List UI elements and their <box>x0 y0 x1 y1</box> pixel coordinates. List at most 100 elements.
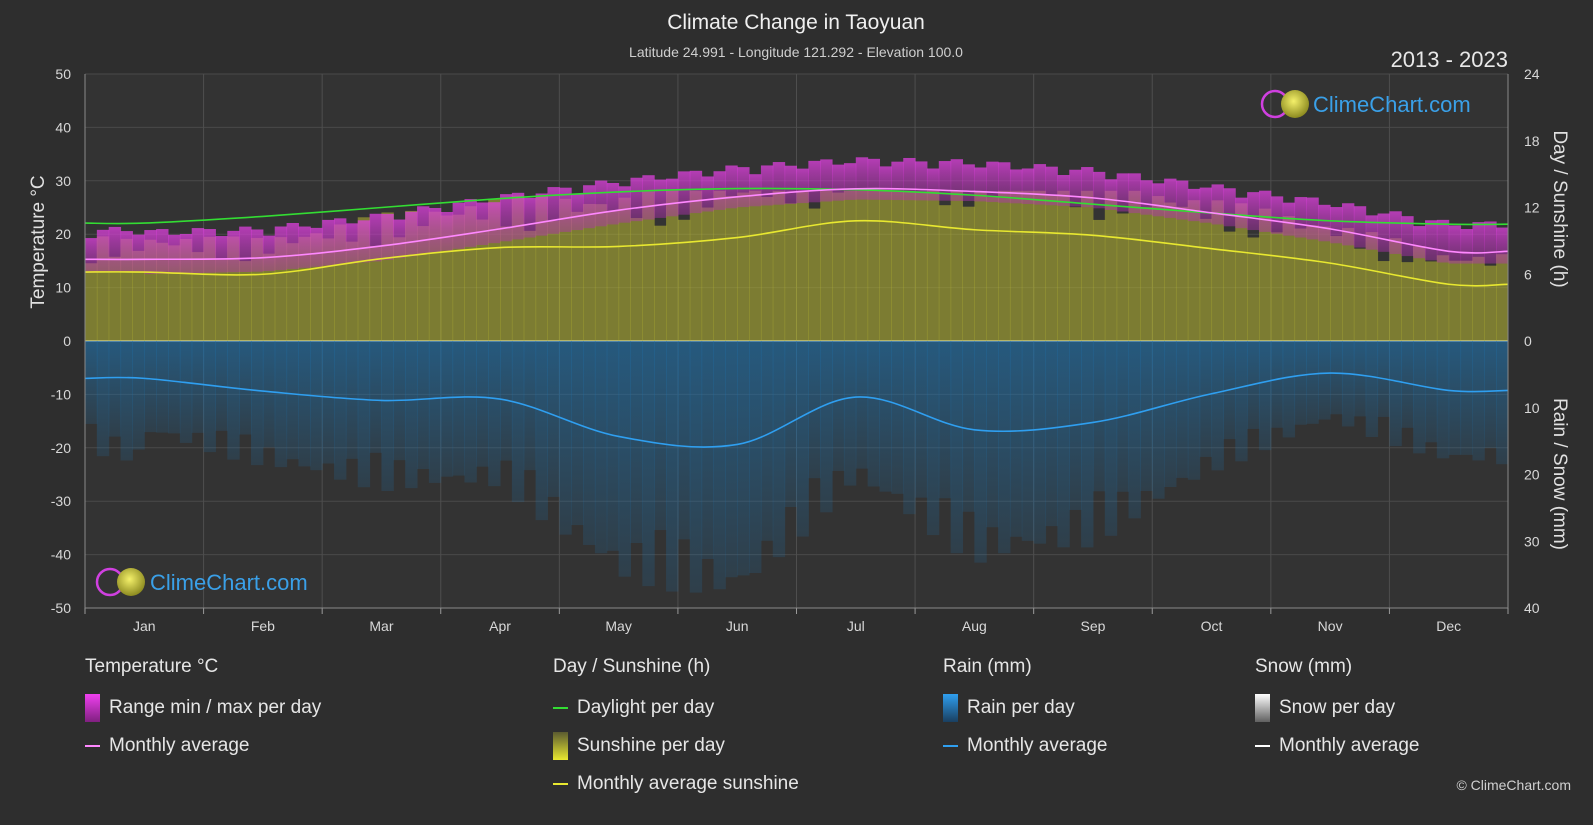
temp-range-bar <box>322 219 335 266</box>
sunshine-bar <box>654 225 667 341</box>
legend-group-temperature: Temperature °C Range min / max per day M… <box>85 655 321 765</box>
left-tick-label: -10 <box>51 386 71 402</box>
temp-range-bar <box>215 236 228 273</box>
sunshine-bar <box>867 190 881 341</box>
rain-bar <box>1330 341 1343 415</box>
rain-bar <box>1472 341 1485 461</box>
right-top-tick-label: 6 <box>1524 266 1532 282</box>
rain-bar <box>1436 341 1450 459</box>
rain-bar <box>1164 341 1177 487</box>
temp-range-bar <box>547 187 560 234</box>
temp-range-bar <box>1341 203 1355 246</box>
legend-label: Monthly average sunshine <box>577 773 799 794</box>
sunshine-bar <box>132 250 145 341</box>
temp-range-bar <box>1496 227 1509 264</box>
sunshine-bar <box>85 263 98 341</box>
copyright: © ClimeChart.com <box>1456 777 1571 793</box>
right-bottom-tick-label: 40 <box>1524 600 1540 616</box>
sunshine-bar <box>393 237 406 341</box>
temp-range-bar <box>1033 164 1047 205</box>
temp-range-bar <box>1460 229 1473 264</box>
sunshine-bar <box>938 205 952 341</box>
sunshine-bar <box>1448 260 1462 341</box>
sunshine-bar <box>1069 207 1082 341</box>
rain-bar <box>144 341 157 433</box>
rain-bar <box>606 341 620 551</box>
sunshine-bar <box>915 191 928 341</box>
sunshine-bar <box>1009 190 1023 341</box>
sunshine-bar <box>926 190 940 341</box>
rain-bar <box>1235 341 1248 462</box>
temp-range-bar <box>1413 226 1426 259</box>
sunshine-bar <box>1353 248 1367 341</box>
climate-chart: Climate Change in Taoyuan Latitude 24.99… <box>28 11 1570 634</box>
sunshine-bar <box>1187 200 1201 341</box>
temp-range-bar <box>583 185 596 229</box>
sunshine-bar <box>1152 196 1165 341</box>
temp-range-bar <box>369 213 382 262</box>
temp-range-bar <box>1472 222 1485 264</box>
temp-range-bar <box>535 193 548 236</box>
rain-bar <box>1353 341 1367 417</box>
temp-range-bar <box>203 229 216 273</box>
rain-bar <box>1187 341 1201 480</box>
series-lines <box>84 187 1509 448</box>
temp-range-bar <box>1223 188 1236 227</box>
temp-range-bar <box>488 202 501 244</box>
rain-bar <box>915 341 928 498</box>
temp-range-bar <box>749 174 762 207</box>
sunshine-bar <box>1211 200 1224 341</box>
temp-range-bar <box>262 235 276 272</box>
temp-range-bar <box>357 220 371 263</box>
sunshine-bar <box>1484 265 1497 341</box>
month-label: Mar <box>369 618 393 634</box>
legend-item: Monthly average <box>85 727 321 765</box>
temp-range-bar <box>1294 197 1307 238</box>
temp-range-bar <box>85 238 98 273</box>
rain-bar <box>1199 341 1213 457</box>
legend-item: Monthly average <box>943 727 1107 765</box>
rain-swatch-icon <box>943 694 958 722</box>
left-tick-label: 10 <box>55 280 71 296</box>
sunshine-bar <box>903 190 916 341</box>
sunshine-bar <box>725 196 738 341</box>
legend-item: Range min / max per day <box>85 689 321 727</box>
rain-bar <box>322 341 335 464</box>
right-axis-top-title: Day / Sunshine (h) <box>1549 130 1570 287</box>
sunshine-bar <box>1330 236 1343 341</box>
temp-range-bar <box>832 164 845 201</box>
legend-item: Snow per day <box>1255 689 1419 727</box>
temp-range-bar <box>689 170 703 214</box>
rain-bar <box>1424 341 1438 443</box>
temp-range-bar <box>1164 178 1177 218</box>
sunshine-bar <box>1104 190 1118 341</box>
rain-bar <box>381 341 394 491</box>
rain-bar <box>855 341 869 469</box>
rain-bar <box>1496 341 1509 465</box>
month-label: Aug <box>962 618 987 634</box>
rain-bar <box>926 341 940 536</box>
rain-bar <box>1045 341 1058 527</box>
temp-range-bar <box>1187 188 1201 222</box>
temp-range-bar <box>796 168 809 204</box>
temp-range-bar <box>618 186 631 223</box>
sunshine-bar <box>701 207 714 341</box>
sunshine-bar <box>1472 256 1485 341</box>
sunshine-bar <box>1045 195 1058 341</box>
rain-bar <box>1021 341 1035 541</box>
sunshine-bar <box>500 226 513 341</box>
sunshine-avg-line <box>84 219 1509 287</box>
temp-range-bar <box>428 208 442 253</box>
brand-text-top: ClimeChart.com <box>1313 92 1471 117</box>
temp-range-bar <box>334 218 347 265</box>
sunshine-bar <box>760 196 774 341</box>
temp-range-bar <box>1081 167 1094 208</box>
sunshine-bar <box>974 190 987 341</box>
rain-bar <box>654 341 667 531</box>
temp-range-bar <box>1377 213 1390 252</box>
temp-range-bar <box>156 229 169 274</box>
temp-range-bar <box>381 213 394 260</box>
sunshine-bar <box>1496 254 1509 341</box>
temp-range-bar <box>630 177 643 222</box>
month-label: Jun <box>726 618 749 634</box>
